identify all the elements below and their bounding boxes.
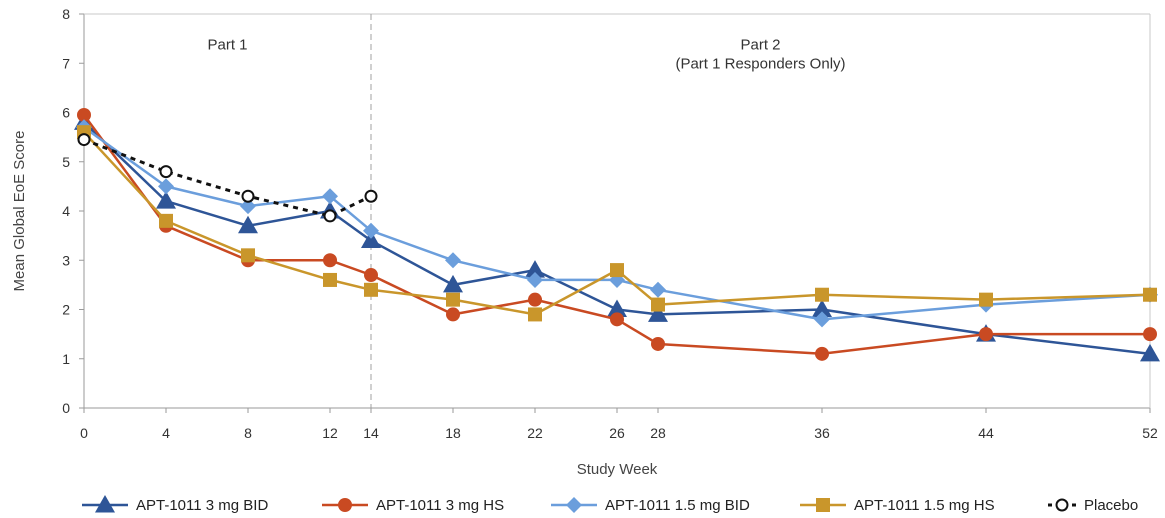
- x-tick-label: 14: [363, 425, 379, 441]
- legend-marker: [816, 498, 830, 512]
- legend-item: APT-1011 1.5 mg HS: [800, 497, 995, 514]
- legend: APT-1011 3 mg BID APT-1011 3 mg HS APT-101…: [82, 495, 1138, 514]
- data-point: [1143, 287, 1157, 302]
- legend-item: APT-1011 3 mg HS: [322, 497, 504, 514]
- data-point: [528, 292, 542, 307]
- data-point: [446, 307, 460, 322]
- y-axis-title: Mean Global EoE Score: [11, 131, 28, 292]
- legend-item: APT-1011 3 mg BID: [82, 495, 268, 514]
- data-point: [363, 222, 379, 239]
- data-point: [364, 268, 378, 283]
- x-tick-label: 26: [609, 425, 625, 441]
- legend-marker: [566, 497, 582, 513]
- data-point: [1140, 343, 1160, 362]
- data-point: [322, 188, 338, 205]
- legend-label: APT-1011 1.5 mg HS: [854, 497, 995, 514]
- y-tick-label: 5: [62, 154, 70, 170]
- legend-label: APT-1011 3 mg HS: [376, 497, 504, 514]
- legend-marker: [338, 498, 352, 512]
- x-tick-label: 36: [814, 425, 830, 441]
- data-point: [528, 307, 542, 322]
- series-placebo: [77, 133, 378, 223]
- data-point: [241, 248, 255, 263]
- legend-item: Placebo: [1048, 497, 1138, 514]
- data-point: [815, 346, 829, 361]
- data-point: [1143, 327, 1157, 342]
- x-tick-label: 28: [650, 425, 666, 441]
- legend-item: APT-1011 1.5 mg BID: [551, 497, 750, 514]
- series-apt-1011-3-mg-hs: [77, 107, 1157, 361]
- legend-marker: [95, 495, 115, 513]
- x-tick-label: 18: [445, 425, 461, 441]
- annotation-part-2: Part 2: [740, 36, 780, 53]
- data-point: [610, 312, 624, 327]
- data-point: [812, 299, 832, 317]
- series-line: [83, 126, 1151, 321]
- y-tick-label: 8: [62, 6, 70, 22]
- data-point: [323, 253, 337, 268]
- legend-label: APT-1011 3 mg BID: [136, 497, 268, 514]
- data-point: [648, 304, 668, 322]
- y-tick-label: 2: [62, 302, 70, 318]
- y-tick-label: 0: [62, 400, 70, 416]
- series-line: [83, 131, 1151, 316]
- data-point: [158, 178, 174, 195]
- data-point: [323, 209, 337, 223]
- legend-marker: [1055, 498, 1069, 512]
- legend-label: Placebo: [1084, 497, 1138, 514]
- data-point: [77, 133, 91, 147]
- data-point: [77, 107, 91, 122]
- series-line: [83, 121, 1151, 356]
- data-point: [156, 191, 176, 209]
- x-tick-label: 8: [244, 425, 252, 441]
- data-point: [525, 260, 545, 278]
- series-group: [74, 107, 1160, 362]
- x-tick-label: 22: [527, 425, 543, 441]
- y-tick-label: 1: [62, 351, 70, 367]
- data-point: [814, 311, 830, 328]
- x-tick-label: 52: [1142, 425, 1158, 441]
- y-tick-label: 7: [62, 55, 70, 71]
- x-tick-label: 44: [978, 425, 994, 441]
- series-apt-1011-1-5-mg-hs: [77, 125, 1157, 322]
- x-tick-label: 4: [162, 425, 170, 441]
- data-point: [979, 327, 993, 342]
- data-point: [364, 189, 378, 203]
- y-tick-label: 6: [62, 105, 70, 121]
- data-point: [443, 274, 463, 293]
- x-tick-label: 12: [322, 425, 338, 441]
- data-point: [241, 189, 255, 203]
- annotation-part-2: (Part 1 Responders Only): [675, 55, 845, 72]
- legend-label: APT-1011 1.5 mg BID: [605, 497, 750, 514]
- data-point: [815, 287, 829, 302]
- data-point: [323, 272, 337, 287]
- data-point: [446, 292, 460, 307]
- x-tick-label: 0: [80, 425, 88, 441]
- data-point: [159, 213, 173, 228]
- annotation-part-1: Part 1: [207, 36, 247, 53]
- data-point: [650, 281, 666, 298]
- data-point: [159, 165, 173, 179]
- data-point: [651, 336, 665, 351]
- x-axis-title: Study Week: [577, 461, 658, 478]
- data-point: [445, 252, 461, 269]
- data-point: [979, 292, 993, 307]
- data-point: [527, 271, 543, 288]
- data-point: [364, 282, 378, 297]
- y-tick-label: 3: [62, 252, 70, 268]
- data-point: [610, 263, 624, 278]
- y-tick-label: 4: [62, 203, 70, 219]
- data-point: [607, 299, 627, 317]
- data-point: [240, 198, 256, 215]
- data-point: [361, 230, 381, 249]
- data-point: [651, 297, 665, 312]
- data-point: [238, 215, 258, 234]
- annotations: Part 1 Part 2 (Part 1 Responders Only): [207, 36, 845, 72]
